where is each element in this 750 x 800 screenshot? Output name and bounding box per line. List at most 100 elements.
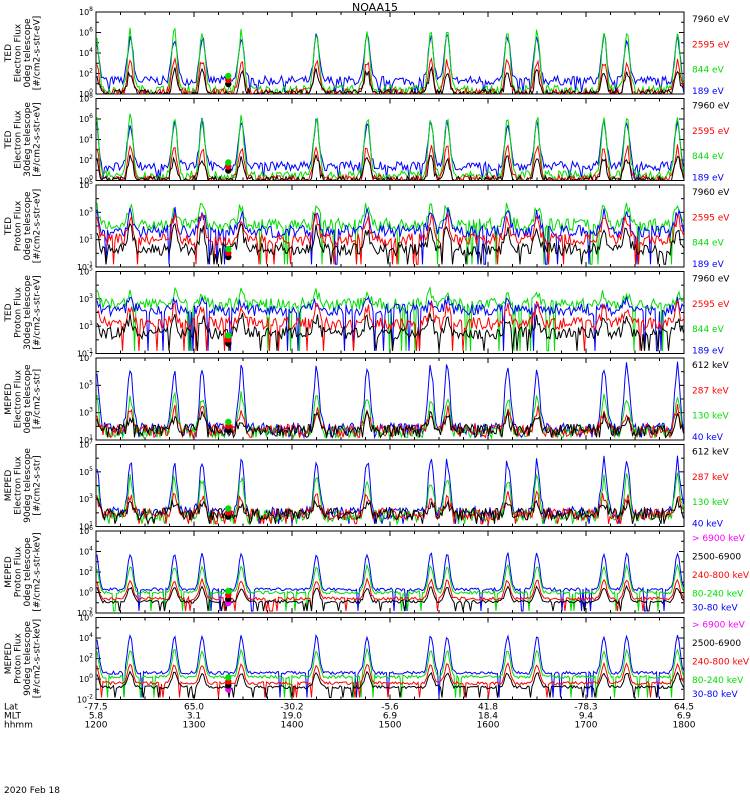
y-tick-label: 106 [79, 525, 93, 536]
y-axis-label: Proton Flux [14, 200, 24, 251]
x-row-label-mlt: MLT [4, 712, 22, 722]
y-tick-label: 10-1 [77, 348, 93, 359]
legend-entry: 2595 eV [692, 40, 730, 50]
x-tick-value: 64.5 [674, 703, 694, 713]
y-tick-label: 100 [79, 175, 93, 186]
y-tick-label: 108 [79, 93, 93, 104]
x-tick-value: 6.9 [383, 712, 398, 722]
y-tick-label: 108 [79, 6, 93, 17]
series-group [96, 552, 684, 612]
series-844-ev [96, 113, 684, 181]
y-tick-label: 10-2 [77, 694, 93, 705]
y-axis-label: MEPED [4, 470, 14, 502]
x-tick-value: 5.8 [89, 712, 104, 722]
y-axis-label: Proton Flux [14, 633, 24, 684]
y-axis-label: [#/cm2-s-str-eV] [33, 16, 43, 91]
x-tick-value: -78.3 [574, 703, 597, 713]
legend-entry: 189 eV [692, 87, 725, 97]
y-axis-label: MEPED [4, 556, 14, 588]
panel-frame [95, 98, 685, 181]
legend-entry: 189 eV [692, 347, 725, 357]
y-axis-label: Electron Flux [14, 23, 24, 82]
y-axis-label: 0deg telescope [23, 191, 33, 261]
x-tick-value: 1400 [281, 721, 304, 731]
y-axis-label: [#/cm2-s-str-eV] [33, 275, 43, 350]
y-tick-label: 100 [79, 673, 93, 684]
y-tick-label: 101 [79, 434, 93, 445]
y-tick-label: 102 [79, 154, 93, 165]
legend-entry: 2595 eV [692, 213, 730, 223]
panel-2: 100 102 104 106 108 TED Electron Flux 30deg tel… [4, 93, 730, 186]
x-tick-value: 9.4 [579, 712, 594, 722]
series-30-80-kev [96, 633, 684, 698]
y-tick-label: 103 [79, 293, 93, 304]
series-189-ev [96, 295, 684, 352]
series-844-ev [96, 202, 684, 265]
y-axis-label: [#/cm2-s-str] [33, 369, 43, 429]
series-240-800-kev [96, 661, 684, 698]
x-tick-value: -30.2 [280, 703, 303, 713]
x-row-label-lat: Lat [4, 703, 19, 713]
legend-entry: 7960 eV [692, 15, 730, 25]
y-tick-label: 104 [79, 546, 93, 557]
series-group [96, 361, 684, 440]
y-tick-label: 104 [79, 47, 93, 58]
series-189-ev [96, 117, 684, 179]
series-189-ev [96, 33, 684, 93]
y-tick-label: 106 [79, 27, 93, 38]
series-612-kev [96, 409, 684, 439]
series-80-240-kev [96, 647, 684, 698]
legend-entry: 844 eV [692, 325, 725, 335]
gap-marker [225, 245, 232, 253]
panel-7: 10-2 100 102 104 106 MEPED Proton Flux 0deg tel… [4, 525, 750, 618]
x-tick-value: 1700 [575, 721, 598, 731]
panel-3: 10-1 101 103 105 TED Proton Flux 0deg telescop… [4, 179, 730, 272]
legend-entry: 7960 eV [692, 102, 730, 112]
series-240-800-kev [96, 577, 684, 612]
legend-entry: 189 eV [692, 174, 725, 184]
series-30-80-kev [96, 552, 684, 612]
y-tick-label: 105 [79, 466, 93, 477]
legend-entry: 287 keV [692, 473, 729, 483]
y-axis-label: Proton Flux [14, 546, 24, 597]
legend-entry: 80-240 keV [692, 589, 744, 599]
y-axis-label: 30deg telescope [23, 275, 33, 350]
x-tick-value: 18.4 [478, 712, 498, 722]
y-tick-label: 103 [79, 493, 93, 504]
legend-entry: 80-240 keV [692, 676, 744, 686]
y-tick-label: 10-2 [77, 607, 93, 618]
y-axis-label: Proton Flux [14, 287, 24, 338]
legend-entry: 844 eV [692, 66, 725, 76]
x-tick-value: 1200 [85, 721, 108, 731]
y-tick-label: 101 [79, 234, 93, 245]
series-2595-ev [96, 300, 684, 351]
legend-entry: 7960 eV [692, 188, 730, 198]
y-axis-label: [#/cm2-s-str-keV] [33, 619, 43, 698]
x-tick-value: 3.1 [187, 712, 201, 722]
panel-5: 101 103 105 107 MEPED Electron Flux 0deg teles… [4, 352, 729, 445]
y-axis-label: 90deg telescope [23, 448, 33, 523]
x-tick-value: 1300 [183, 721, 206, 731]
y-axis-label: TED [4, 44, 14, 63]
legend-entry: 2595 eV [692, 300, 730, 310]
chart-title: NOAA15 [351, 1, 399, 14]
x-tick-value: 6.9 [677, 712, 692, 722]
series-2500-6900 [96, 584, 684, 612]
gap-marker [225, 674, 232, 681]
x-tick-value: -5.6 [381, 703, 399, 713]
legend-entry: 30-80 keV [692, 604, 738, 614]
y-tick-label: 10-1 [77, 261, 93, 272]
y-axis-label: TED [4, 130, 14, 149]
legend-entry: 612 keV [692, 448, 729, 458]
gap-marker [225, 332, 232, 339]
x-tick-value: 19.0 [282, 712, 302, 722]
legend-entry: 40 keV [692, 433, 724, 443]
series-80-240-kev [96, 563, 684, 612]
series-2595-ev [96, 212, 684, 265]
series-7960-ev [96, 66, 684, 94]
y-axis-label: Electron Flux [14, 110, 24, 169]
y-tick-label: 101 [79, 320, 93, 331]
gap-marker [225, 72, 232, 80]
x-tick-value: 1500 [379, 721, 402, 731]
